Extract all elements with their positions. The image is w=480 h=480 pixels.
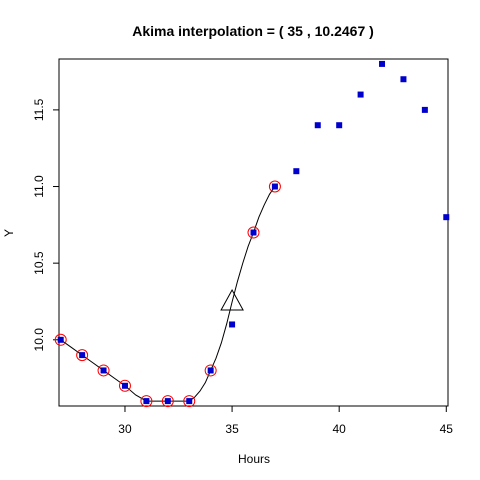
data-point [79,352,86,359]
data-point [143,398,150,405]
x-tick-label: 30 [118,422,132,436]
chart-title: Akima interpolation = ( 35 , 10.2467 ) [132,23,374,39]
data-point-circle [97,364,110,377]
data-point-circle [183,395,196,408]
x-axis-label: Hours [238,452,270,466]
data-point [357,91,364,98]
y-tick-label: 10.5 [32,251,46,275]
y-axis-label: Y [2,229,16,237]
data-point [186,398,193,405]
data-point [336,122,343,129]
data-point-circle [161,395,174,408]
interpolated-marker-layer [220,288,244,311]
plot-frame [58,58,449,407]
data-point [100,367,107,374]
data-point-circle [247,226,260,239]
data-point [57,336,64,343]
y-axis: 10.0 10.5 11.0 11.5 [32,98,59,351]
data-point-circle [268,180,281,193]
data-point [271,183,278,190]
data-point [229,321,236,328]
data-point [421,106,428,113]
data-point [250,229,257,236]
data-point [207,367,214,374]
x-axis: 30 35 40 45 [118,406,453,436]
data-point-circle [204,364,217,377]
data-point-circle [118,379,131,392]
data-point [400,76,407,83]
interpolation-curve-layer [60,186,276,402]
data-point [443,214,450,221]
data-point [314,122,321,129]
data-point [164,398,171,405]
data-point [121,382,128,389]
data-point [379,60,386,67]
data-point-circle [140,395,153,408]
y-tick-label: 11.5 [32,98,46,121]
data-point-circle [54,333,67,346]
y-tick-label: 10.0 [32,328,46,352]
x-tick-label: 35 [225,422,239,436]
x-tick-label: 40 [333,422,347,436]
y-tick-label: 11.0 [32,175,46,198]
x-tick-label: 45 [440,422,454,436]
interpolation-curve [60,186,276,402]
interpolated-point-triangle [220,288,244,311]
data-point-circle [76,349,89,362]
data-points-layer [54,60,450,408]
data-point [293,168,300,175]
